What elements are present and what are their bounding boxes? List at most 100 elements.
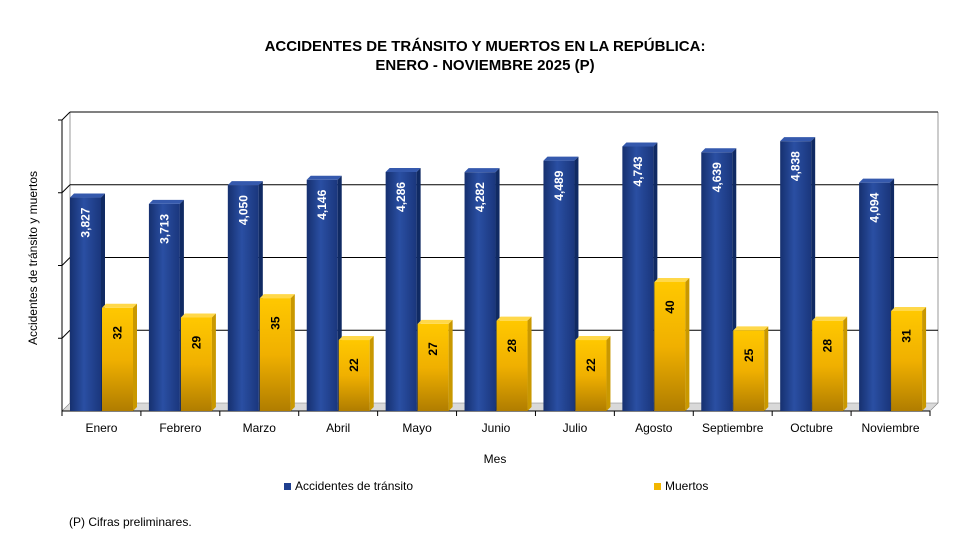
- bar-accidentes-top: [385, 167, 421, 172]
- gridline-diag: [61, 184, 71, 194]
- bar-accidentes: [701, 152, 733, 412]
- bar-accidentes: [70, 197, 101, 411]
- bar-muertos: [812, 320, 844, 411]
- bar-muertos-side: [606, 336, 611, 411]
- data-label-muertos: 29: [189, 335, 203, 349]
- x-tick-label: Abril: [326, 421, 350, 435]
- bar-accidentes: [227, 185, 259, 411]
- bar-accidentes-top: [306, 175, 342, 180]
- legend-swatch-accidentes: [284, 482, 291, 490]
- bar-muertos: [733, 330, 765, 411]
- bar-muertos: [338, 340, 370, 411]
- bar-accidentes-top: [227, 181, 263, 186]
- bar-accidentes-top: [780, 137, 816, 142]
- x-tick-label: Noviembre: [862, 421, 920, 435]
- bar-muertos-side: [133, 303, 137, 411]
- x-tick-label: Febrero: [159, 421, 201, 435]
- bar-accidentes: [464, 172, 496, 411]
- x-tick-label: Marzo: [243, 421, 277, 435]
- y-axis-label: Accidentes de tránsito y muertos: [26, 170, 40, 346]
- legend-item-accidentes: Accidentes de tránsito: [284, 479, 413, 493]
- footnote: (P) Cifras preliminares.: [69, 515, 192, 529]
- data-label-muertos: 31: [900, 329, 914, 343]
- bar-accidentes: [543, 160, 575, 411]
- legend-swatch-muertos: [654, 482, 661, 490]
- x-axis-label: Mes: [483, 452, 507, 466]
- bar-muertos-side: [448, 319, 453, 411]
- bar-muertos-side: [211, 313, 216, 411]
- bar-muertos-top: [496, 316, 532, 321]
- chart-title: ACCIDENTES DE TRÁNSITO Y MUERTOS EN LA R…: [264, 38, 706, 55]
- bar-muertos-side: [527, 316, 532, 411]
- bar-accidentes-top: [70, 193, 105, 198]
- bar-muertos-side: [764, 326, 769, 411]
- bar-muertos-top: [338, 336, 374, 341]
- data-label-accidentes: 4,050: [236, 195, 250, 225]
- data-label-accidentes: 4,286: [394, 182, 408, 212]
- bar-muertos-top: [654, 277, 690, 282]
- data-label-accidentes: 3,827: [79, 207, 93, 237]
- plot-area: 3,827 32 Enero 3,713 29 Febrero 4,050 35 Marzo 4,…: [58, 111, 939, 435]
- data-label-muertos: 22: [584, 358, 598, 372]
- bar-muertos: [496, 320, 528, 411]
- data-label-muertos: 28: [505, 339, 519, 353]
- data-label-accidentes: 3,713: [157, 214, 171, 244]
- bar-muertos-top: [102, 303, 137, 308]
- data-label-muertos: 35: [268, 316, 282, 330]
- data-label-muertos: 28: [821, 339, 835, 353]
- bar-accidentes: [148, 203, 180, 411]
- legend-item-muertos: Muertos: [654, 479, 708, 493]
- bar-muertos-top: [259, 294, 295, 299]
- gridline-diag: [61, 329, 71, 339]
- bar-accidentes-top: [622, 142, 658, 147]
- data-label-accidentes: 4,094: [868, 192, 882, 222]
- data-label-muertos: 25: [742, 348, 756, 362]
- bar-accidentes: [385, 171, 417, 411]
- bar-accidentes: [622, 146, 654, 411]
- bar-muertos-top: [812, 316, 848, 321]
- x-tick-label: Agosto: [635, 421, 673, 435]
- legend-label-accidentes: Accidentes de tránsito: [295, 479, 414, 493]
- data-label-muertos: 40: [663, 300, 677, 314]
- bar-muertos: [891, 311, 923, 411]
- x-tick-label: Septiembre: [702, 421, 764, 435]
- x-tick-label: Julio: [563, 421, 588, 435]
- bar-muertos: [575, 340, 607, 411]
- bar-muertos-side: [843, 316, 848, 411]
- x-tick-label: Octubre: [790, 421, 833, 435]
- bar-accidentes: [859, 182, 891, 411]
- x-tick-label: Enero: [85, 421, 117, 435]
- bar-muertos: [417, 323, 449, 411]
- chart-subtitle: ENERO - NOVIEMBRE 2025 (P): [375, 57, 595, 74]
- x-tick-label: Junio: [482, 421, 511, 435]
- bar-muertos-side: [922, 307, 927, 411]
- legend-label-muertos: Muertos: [665, 479, 709, 493]
- data-label-muertos: 32: [111, 326, 125, 340]
- bar-accidentes-top: [464, 168, 500, 173]
- data-label-accidentes: 4,639: [710, 162, 724, 192]
- data-label-accidentes: 4,489: [552, 170, 566, 200]
- bar-accidentes-top: [148, 199, 184, 204]
- gridline-diag: [61, 111, 71, 121]
- bar-muertos-top: [575, 336, 611, 341]
- bar-accidentes-top: [543, 156, 579, 161]
- bar-muertos: [180, 317, 212, 411]
- data-label-accidentes: 4,282: [473, 182, 487, 212]
- data-label-accidentes: 4,838: [789, 151, 803, 181]
- data-label-muertos: 27: [426, 342, 440, 356]
- bar-muertos-top: [180, 313, 216, 318]
- data-label-accidentes: 4,146: [315, 189, 329, 219]
- data-label-accidentes: 4,743: [631, 156, 645, 186]
- bar-accidentes: [780, 141, 812, 411]
- bar-accidentes: [306, 179, 338, 411]
- bar-muertos: [654, 281, 686, 411]
- x-tick-label: Mayo: [402, 421, 432, 435]
- bar-muertos-top: [733, 326, 769, 331]
- bar-muertos: [259, 298, 291, 411]
- bar-muertos: [102, 307, 133, 411]
- bar-accidentes-top: [701, 148, 737, 153]
- bar-muertos-side: [369, 336, 374, 411]
- data-label-muertos: 22: [347, 358, 361, 372]
- gridline-diag: [61, 257, 71, 266]
